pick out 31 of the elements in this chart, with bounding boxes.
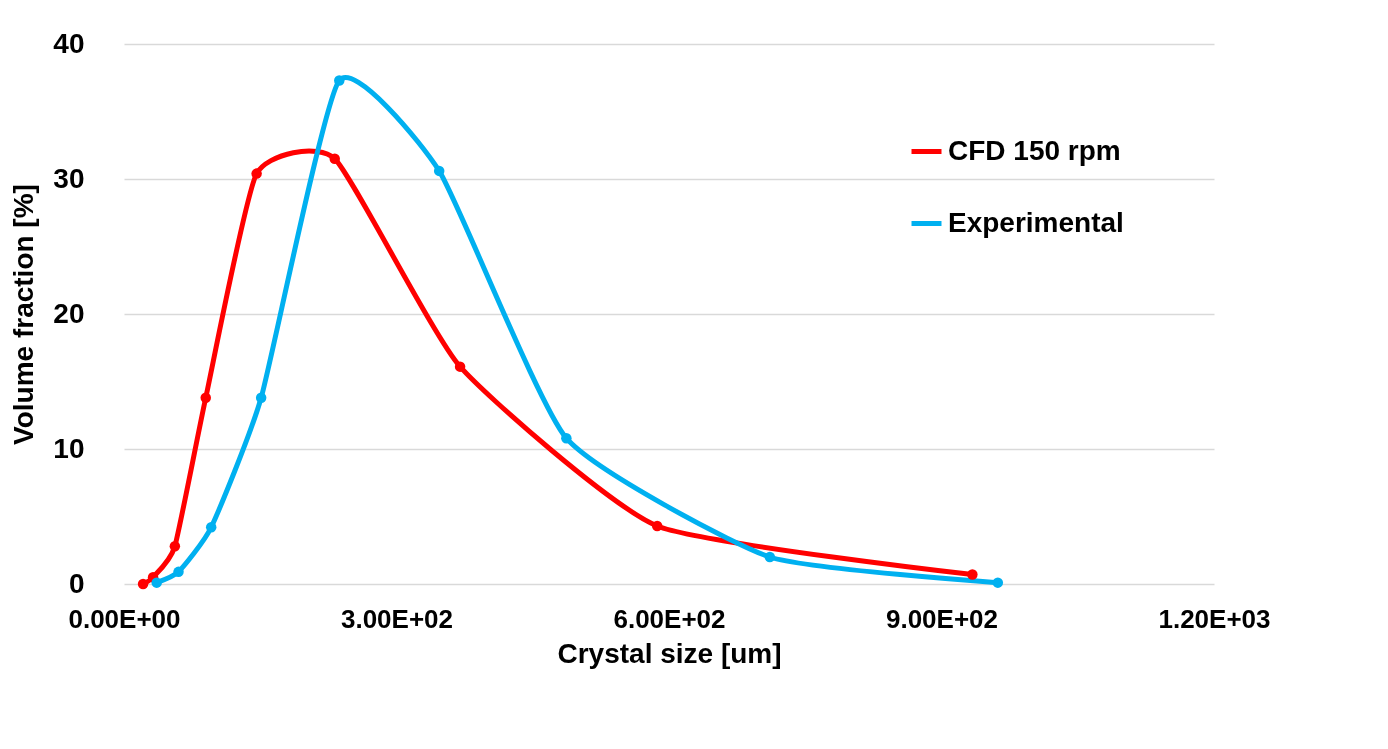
point xyxy=(205,522,217,533)
x-axis-title: Crystal size [um] xyxy=(557,637,782,669)
point xyxy=(200,392,211,403)
legend-label: CFD 150 rpm xyxy=(948,134,1121,166)
point xyxy=(329,153,340,164)
point xyxy=(454,361,466,372)
point xyxy=(173,566,184,578)
y-tick-label: 30 xyxy=(53,162,85,194)
x-tick-label: 3.00E+02 xyxy=(340,603,454,634)
point xyxy=(334,75,345,86)
legend-label: Experimental xyxy=(948,206,1124,238)
point xyxy=(169,540,181,552)
point xyxy=(251,168,262,179)
x-tick-label: 1.20E+03 xyxy=(1158,603,1271,634)
point xyxy=(651,520,663,532)
y-axis-title: Volume fraction [%] xyxy=(8,184,40,445)
point xyxy=(255,392,267,403)
y-tick-label: 0 xyxy=(68,567,85,599)
point xyxy=(992,577,1004,588)
point xyxy=(137,578,149,590)
x-tick-label: 0.00E+00 xyxy=(68,603,181,634)
x-tick-label: 9.00E+02 xyxy=(885,603,999,634)
y-tick-label: 40 xyxy=(53,27,85,59)
point xyxy=(764,551,776,563)
point xyxy=(433,165,445,177)
x-tick-label: 6.00E+02 xyxy=(613,603,726,634)
y-tick-label: 10 xyxy=(53,432,85,464)
point xyxy=(561,432,572,444)
y-tick-label: 20 xyxy=(53,297,85,329)
point xyxy=(151,577,162,588)
point xyxy=(967,569,978,580)
